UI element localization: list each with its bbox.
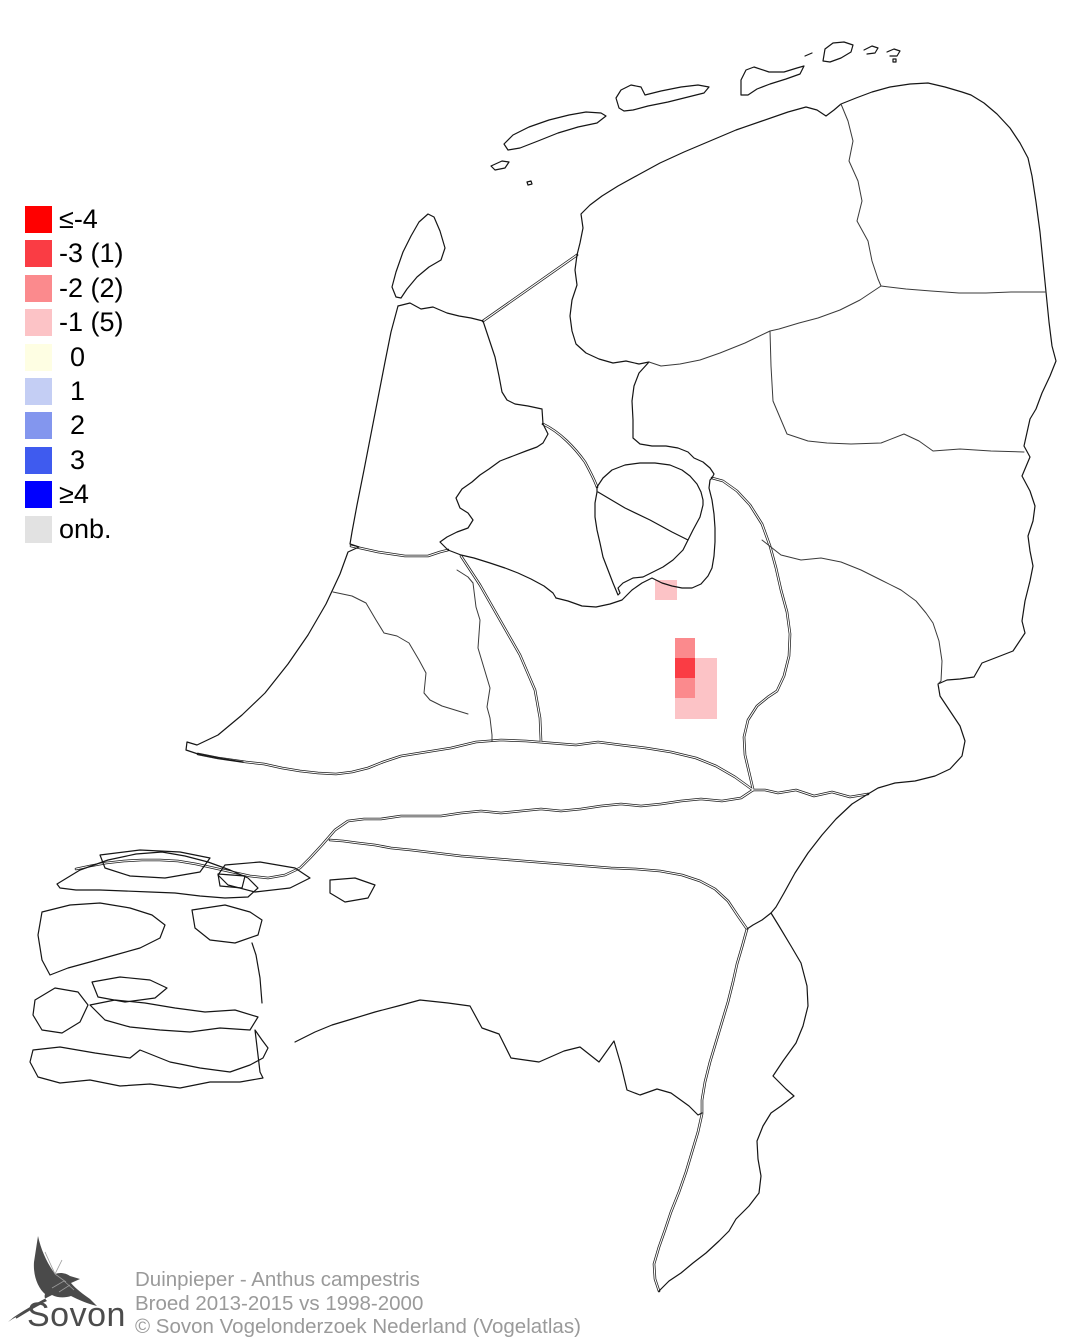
island-ameland: [740, 65, 805, 96]
island-vlieland: [503, 111, 607, 151]
legend-row: 1: [25, 375, 124, 406]
province-border-paths: [332, 103, 1047, 742]
legend-label: 2: [70, 410, 86, 441]
legend-label: 1: [70, 375, 86, 406]
copyright-line: © Sovon Vogelonderzoek Nederland (Vogela…: [135, 1315, 581, 1338]
atlas-grid-cell: [675, 698, 695, 719]
island-walcheren: [32, 987, 89, 1034]
legend: ≤-4 -3 (1) -2 (2) -1 (5) 0 1 2 3 ≥4 onb.: [25, 206, 124, 550]
islet-dot: [526, 180, 533, 186]
period-line: Broed 2013-2015 vs 1998-2000: [135, 1291, 424, 1315]
legend-label: -1 (5): [59, 307, 124, 338]
legend-swatch: [25, 412, 52, 440]
legend-row: -2 (2): [25, 272, 124, 303]
flevoland-outline: [594, 462, 704, 596]
island-texel: [391, 213, 446, 299]
atlas-grid-cell: [675, 658, 695, 678]
legend-swatch: [25, 446, 52, 474]
legend-row: 0: [25, 341, 124, 372]
legend-swatch: [25, 481, 52, 509]
island-voorne-putten: [99, 849, 211, 879]
legend-label: -2 (2): [59, 272, 124, 303]
island-zuid-beveland: [89, 999, 259, 1033]
legend-row: onb.: [25, 513, 124, 544]
atlas-grid-cell: [675, 678, 695, 698]
legend-label: 3: [70, 444, 86, 475]
island-tholen: [191, 904, 263, 944]
coastline-paths: [29, 41, 1057, 1292]
legend-row: ≤-4: [25, 206, 124, 233]
island-sint-philipsland: [217, 873, 246, 889]
atlas-grid-cell: [675, 638, 695, 658]
atlas-grid-cell: [695, 698, 717, 719]
legend-swatch: [25, 206, 52, 233]
species-title: Duinpieper - Anthus campestris: [135, 1268, 420, 1291]
islet: [886, 48, 901, 57]
island-schouwen-duiveland: [37, 902, 166, 976]
legend-label: -3 (1): [59, 238, 124, 269]
island-schiermonnikoog: [822, 41, 854, 63]
island-goeree-overflakkee: [56, 851, 259, 899]
atlas-grid-cell: [695, 678, 717, 698]
legend-row: 2: [25, 410, 124, 441]
legend-swatch: [25, 377, 52, 405]
legend-label: 0: [70, 341, 86, 372]
swallow-icon: [8, 1236, 97, 1322]
islet-dot: [892, 58, 897, 63]
island-noord-beveland: [91, 976, 168, 1003]
river-paths: [74, 253, 870, 1293]
island-dordrecht: [329, 877, 376, 903]
legend-swatch: [25, 240, 52, 268]
legend-row: -3 (1): [25, 238, 124, 269]
legend-swatch: [25, 515, 52, 543]
sovon-logo-text: Sovon: [27, 1296, 126, 1334]
atlas-grid-cells: [655, 580, 717, 719]
islet: [863, 45, 879, 55]
zeeuws-vlaanderen: [29, 1029, 269, 1089]
island-terschelling: [615, 84, 710, 112]
legend-row: 3: [25, 444, 124, 475]
legend-swatch: [25, 274, 52, 302]
island-hoeksche-waard: [217, 861, 311, 893]
sovon-logo: [8, 1236, 97, 1322]
legend-row: -1 (5): [25, 307, 124, 338]
legend-label: onb.: [59, 513, 112, 544]
caption: Duinpieper - Anthus campestris Broed 201…: [135, 1268, 581, 1339]
atlas-grid-cell: [695, 658, 717, 678]
legend-label: ≥4: [59, 479, 89, 510]
legend-swatch: [25, 343, 52, 371]
atlas-grid-cell: [655, 580, 677, 600]
islet: [804, 52, 813, 57]
legend-label: ≤-4: [59, 204, 98, 234]
legend-row: ≥4: [25, 479, 124, 510]
islet: [490, 160, 510, 171]
legend-swatch: [25, 309, 52, 337]
